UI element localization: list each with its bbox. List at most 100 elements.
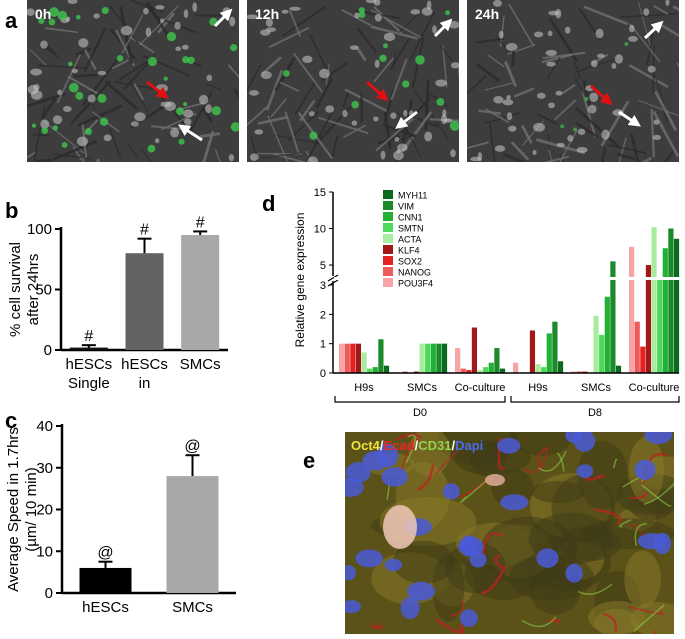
cell-process bbox=[111, 59, 129, 70]
bar-vim bbox=[378, 339, 384, 373]
red-arrow bbox=[590, 84, 613, 106]
nucleus bbox=[381, 467, 408, 487]
legend-label: SMTN bbox=[398, 224, 424, 234]
legend-swatch bbox=[383, 278, 393, 287]
ecad-signal bbox=[395, 433, 422, 441]
gfp-cell bbox=[57, 10, 68, 21]
cell-body bbox=[184, 118, 192, 126]
gfp-cell bbox=[445, 10, 451, 16]
cell-body bbox=[508, 125, 517, 132]
y-axis-label: (µm/ 10 min) bbox=[23, 467, 40, 552]
gfp-cell bbox=[560, 124, 565, 129]
bar-sox2 bbox=[640, 346, 646, 373]
bar-acta bbox=[651, 227, 657, 373]
micrograph-background bbox=[27, 0, 239, 162]
cell-body bbox=[450, 62, 459, 69]
ecad-signal bbox=[400, 438, 421, 472]
cell-body bbox=[564, 26, 571, 34]
cell-body bbox=[505, 43, 518, 51]
cell-process bbox=[247, 64, 262, 92]
gfp-cell bbox=[178, 138, 185, 145]
nucleus bbox=[355, 549, 384, 568]
cell-process bbox=[544, 155, 570, 162]
y-tick-label: 1 bbox=[320, 339, 326, 351]
group-label: Co-culture bbox=[629, 382, 680, 394]
gfp-cell bbox=[84, 128, 93, 136]
stain-slash: / bbox=[451, 438, 456, 453]
gfp-cell bbox=[402, 80, 410, 88]
cell-process bbox=[391, 96, 431, 142]
nucleus bbox=[497, 437, 521, 454]
white-arrow bbox=[433, 18, 453, 38]
cell-body bbox=[67, 0, 78, 4]
nucleus bbox=[565, 563, 583, 583]
legend-label: NANOG bbox=[398, 268, 431, 278]
cell-process bbox=[77, 104, 123, 127]
ecad-signal bbox=[449, 599, 465, 618]
bar-vim bbox=[610, 261, 616, 373]
stain-slash: / bbox=[379, 438, 384, 453]
x-tick-label: Group bbox=[124, 394, 166, 395]
cd31-signal bbox=[537, 451, 567, 472]
cell-body bbox=[614, 54, 624, 64]
cell-process bbox=[344, 88, 389, 113]
cell-process bbox=[202, 130, 215, 162]
y-tick-label: 20 bbox=[36, 502, 53, 519]
cell-process bbox=[118, 61, 148, 81]
cell-process bbox=[279, 81, 300, 92]
cell-body bbox=[424, 131, 433, 142]
nucleus bbox=[345, 600, 361, 614]
cell-body bbox=[319, 68, 330, 79]
nucleus bbox=[459, 535, 479, 557]
cell-body bbox=[403, 109, 408, 117]
cell-process bbox=[510, 141, 530, 161]
cell-body bbox=[281, 9, 289, 14]
cell-body bbox=[57, 89, 62, 96]
cell-process bbox=[52, 140, 97, 161]
cell-process bbox=[157, 12, 176, 34]
nucleus bbox=[576, 464, 594, 478]
cell-process bbox=[661, 24, 679, 38]
group-label: SMCs bbox=[581, 382, 611, 394]
gfp-cell bbox=[436, 97, 445, 106]
ecad-signal bbox=[585, 474, 606, 481]
cell-process bbox=[504, 60, 518, 87]
cell-process bbox=[641, 156, 653, 162]
cell-process bbox=[414, 90, 449, 139]
cell-process bbox=[56, 54, 82, 104]
ecad-signal bbox=[628, 605, 664, 615]
y-tick-label: 3 bbox=[320, 280, 326, 292]
cell-process bbox=[521, 125, 533, 144]
cell-body bbox=[441, 114, 448, 125]
chart-average-speed: 0 10 20 30 40 @ hESCs @ SMCs Average Speed in 1.7… bbox=[5, 418, 236, 616]
bar-smtn bbox=[657, 278, 663, 373]
cell-process bbox=[129, 36, 155, 54]
nucleus bbox=[376, 443, 399, 468]
cell-process bbox=[391, 10, 422, 41]
cell-process bbox=[35, 158, 53, 162]
x-tick-label: Cells bbox=[72, 394, 105, 395]
gfp-cell bbox=[147, 144, 156, 153]
cell-body bbox=[154, 138, 160, 144]
cell-process bbox=[342, 91, 350, 108]
cd31-signal bbox=[643, 482, 674, 505]
x-tick-label: Single bbox=[68, 375, 110, 392]
bar bbox=[181, 235, 220, 350]
ecad-signal bbox=[416, 464, 435, 491]
cell-process bbox=[130, 0, 163, 13]
cell-body bbox=[548, 102, 555, 109]
ecad-signal bbox=[458, 626, 464, 634]
cell-body bbox=[71, 68, 78, 74]
cell-process bbox=[83, 27, 107, 72]
gfp-cell bbox=[449, 120, 459, 131]
legend-label: POU3F4 bbox=[398, 279, 433, 289]
y-tick-label: 0 bbox=[45, 585, 53, 602]
legend-label: KLF4 bbox=[398, 246, 420, 256]
panel-label-e: e bbox=[303, 448, 316, 473]
cell-body bbox=[30, 68, 42, 76]
cell-body bbox=[40, 119, 50, 130]
bar-pou3f4 bbox=[629, 246, 635, 373]
cell-body bbox=[120, 25, 133, 36]
legend-label: ACTA bbox=[398, 235, 421, 245]
cell-process bbox=[554, 99, 577, 121]
